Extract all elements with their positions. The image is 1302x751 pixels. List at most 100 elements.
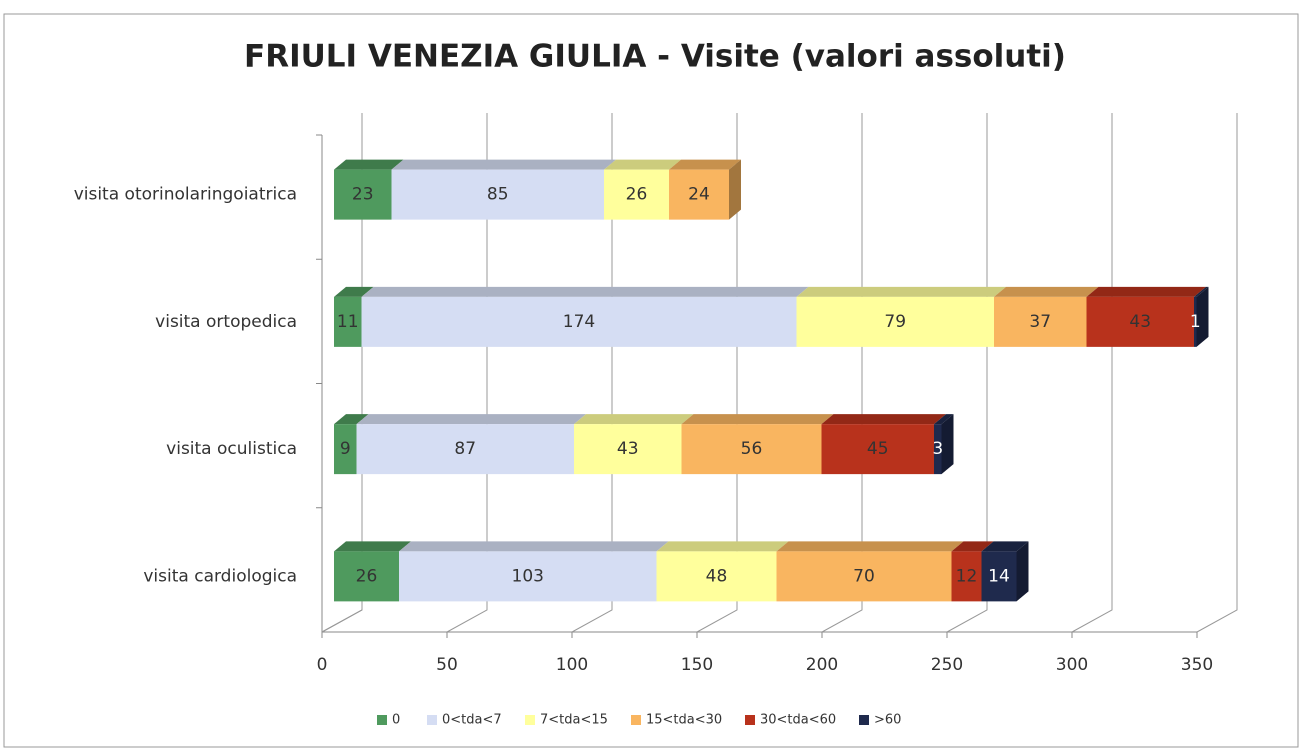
bar-end bbox=[729, 159, 741, 220]
data-label: 1 bbox=[1190, 312, 1201, 332]
data-label: 11 bbox=[337, 312, 359, 332]
x-tick-label: 250 bbox=[931, 655, 963, 675]
bar-segment bbox=[356, 414, 586, 475]
bar bbox=[656, 551, 777, 602]
bar-top bbox=[934, 414, 954, 425]
legend-label: 15<tda<30 bbox=[646, 713, 722, 728]
data-label: 14 bbox=[988, 566, 1010, 586]
data-label: 9 bbox=[340, 439, 351, 459]
bar-top bbox=[656, 541, 789, 552]
bar-segment bbox=[391, 159, 616, 220]
x-tick-label: 200 bbox=[806, 655, 838, 675]
bar-segment bbox=[776, 541, 964, 602]
bar-segment bbox=[994, 286, 1099, 347]
bar bbox=[399, 551, 657, 602]
legend-label: 7<tda<15 bbox=[540, 713, 608, 728]
bar-top bbox=[356, 414, 586, 425]
y-tick-label: visita cardiologica bbox=[143, 566, 297, 586]
legend-label: 30<tda<60 bbox=[760, 713, 836, 728]
bar-top bbox=[361, 286, 809, 297]
bar bbox=[821, 424, 934, 475]
bar bbox=[356, 424, 574, 475]
bar bbox=[981, 551, 1017, 602]
legend-label: 0<tda<7 bbox=[442, 713, 502, 728]
bar bbox=[334, 424, 357, 475]
x-tick-label: 300 bbox=[1056, 655, 1088, 675]
data-label: 48 bbox=[706, 566, 728, 586]
bar bbox=[1194, 296, 1197, 347]
bar-end bbox=[941, 414, 954, 475]
bar bbox=[361, 296, 797, 347]
x-tick-label: 100 bbox=[556, 655, 588, 675]
grid-line bbox=[1196, 113, 1238, 633]
bar-top bbox=[681, 414, 834, 425]
x-tick-label: 50 bbox=[436, 655, 458, 675]
bar-end bbox=[1196, 286, 1209, 347]
grid-line bbox=[1071, 113, 1113, 633]
bar-top bbox=[334, 286, 374, 297]
bar-segment bbox=[334, 414, 369, 475]
bar-segment bbox=[821, 414, 946, 475]
legend-swatch bbox=[745, 715, 755, 725]
bar-segment bbox=[981, 541, 1029, 602]
bar-top bbox=[1194, 286, 1209, 297]
grid-line bbox=[821, 113, 863, 633]
bar-segment bbox=[669, 159, 741, 220]
bar-segment bbox=[951, 541, 994, 602]
bar bbox=[951, 551, 982, 602]
bar-segment bbox=[934, 414, 954, 475]
y-tick-label: visita otorinolaringoiatrica bbox=[74, 185, 297, 205]
bar-top bbox=[334, 159, 404, 170]
bar-segment bbox=[656, 541, 789, 602]
bar-top bbox=[981, 541, 1029, 552]
bar bbox=[796, 296, 994, 347]
bar-top bbox=[776, 541, 964, 552]
bar bbox=[574, 424, 682, 475]
bar-segment bbox=[334, 541, 411, 602]
bar-segment bbox=[334, 286, 374, 347]
bar-top bbox=[994, 286, 1099, 297]
data-label: 79 bbox=[884, 312, 906, 332]
bar bbox=[1086, 296, 1194, 347]
bar bbox=[334, 169, 392, 220]
bar-segment bbox=[361, 286, 809, 347]
grid-line bbox=[946, 113, 988, 633]
legend-swatch bbox=[427, 715, 437, 725]
legend-label: >60 bbox=[874, 713, 901, 728]
grid-line bbox=[321, 113, 363, 633]
bar-segment bbox=[604, 159, 681, 220]
data-label: 3 bbox=[932, 439, 943, 459]
data-label: 85 bbox=[487, 185, 509, 205]
bar bbox=[604, 169, 669, 220]
bar bbox=[334, 296, 362, 347]
bar bbox=[776, 551, 952, 602]
bar bbox=[669, 169, 729, 220]
data-label: 43 bbox=[1129, 312, 1151, 332]
data-label: 43 bbox=[617, 439, 639, 459]
data-label: 70 bbox=[853, 566, 875, 586]
data-label: 12 bbox=[956, 566, 978, 586]
bar-top bbox=[821, 414, 946, 425]
data-label: 174 bbox=[563, 312, 595, 332]
bar-segment bbox=[1194, 286, 1209, 347]
legend-swatch bbox=[631, 715, 641, 725]
data-label: 26 bbox=[626, 185, 648, 205]
bar-top bbox=[951, 541, 994, 552]
bar-segment bbox=[574, 414, 694, 475]
bar-top bbox=[391, 159, 616, 170]
grid-line bbox=[446, 113, 488, 633]
bar-segment bbox=[681, 414, 834, 475]
data-label: 45 bbox=[867, 439, 889, 459]
x-tick-label: 350 bbox=[1181, 655, 1213, 675]
bar bbox=[994, 296, 1087, 347]
x-tick-label: 0 bbox=[317, 655, 328, 675]
data-label: 26 bbox=[356, 566, 378, 586]
bar bbox=[681, 424, 822, 475]
bar-top bbox=[796, 286, 1006, 297]
bar-segment bbox=[1086, 286, 1206, 347]
legend-label: 0 bbox=[392, 713, 400, 728]
bar-top bbox=[1086, 286, 1206, 297]
bar-top bbox=[604, 159, 681, 170]
bar-top bbox=[334, 541, 411, 552]
